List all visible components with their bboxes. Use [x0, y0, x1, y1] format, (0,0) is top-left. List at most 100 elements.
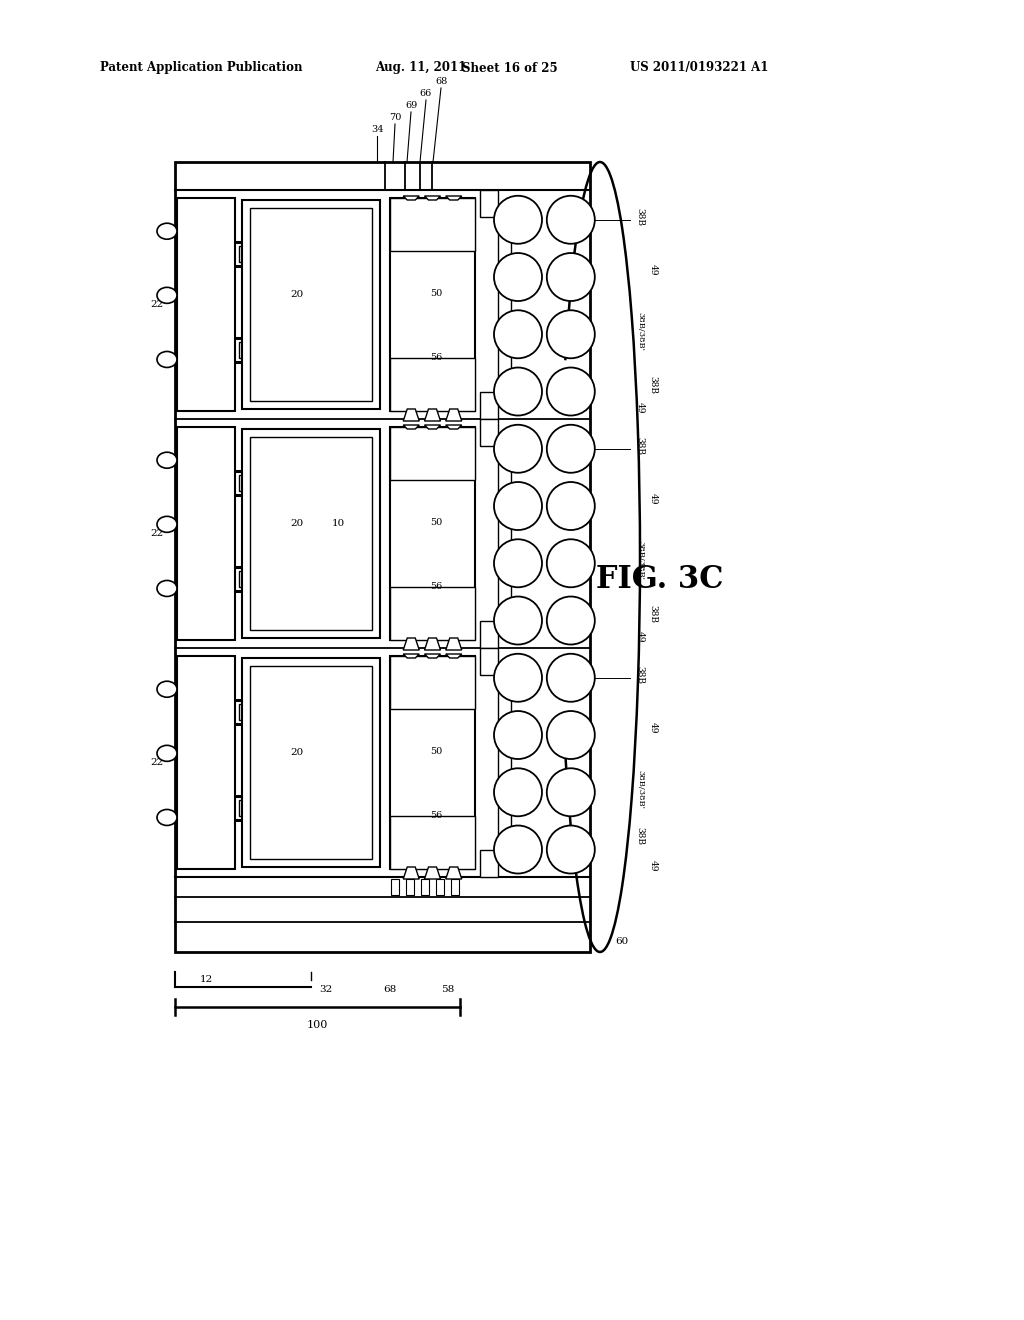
- Bar: [242, 657, 380, 867]
- Polygon shape: [445, 867, 462, 879]
- Polygon shape: [403, 653, 419, 657]
- Bar: [480, 190, 498, 218]
- Circle shape: [494, 825, 542, 874]
- Polygon shape: [425, 653, 440, 657]
- Circle shape: [494, 597, 542, 644]
- Text: 38B: 38B: [636, 667, 644, 685]
- Text: 34: 34: [371, 125, 383, 135]
- Text: 32: 32: [319, 986, 333, 994]
- Text: 49: 49: [636, 401, 644, 413]
- Circle shape: [547, 482, 595, 531]
- Text: 20: 20: [291, 747, 304, 756]
- Text: 38B: 38B: [636, 826, 644, 845]
- Text: Sheet 16 of 25: Sheet 16 of 25: [462, 62, 558, 74]
- Circle shape: [547, 367, 595, 416]
- Text: 50: 50: [431, 289, 442, 298]
- Circle shape: [547, 540, 595, 587]
- Polygon shape: [445, 425, 462, 429]
- Bar: [451, 879, 459, 895]
- Text: 60: 60: [615, 937, 629, 946]
- Bar: [250, 209, 372, 401]
- Text: 22: 22: [151, 300, 164, 309]
- Text: 70: 70: [389, 114, 401, 123]
- Text: 49: 49: [636, 631, 644, 643]
- Text: 38B: 38B: [648, 605, 657, 623]
- Bar: [239, 704, 259, 721]
- Bar: [239, 246, 259, 263]
- Text: 12: 12: [200, 975, 213, 985]
- Bar: [480, 648, 498, 676]
- Bar: [406, 879, 414, 895]
- Polygon shape: [425, 195, 440, 201]
- Polygon shape: [403, 867, 419, 879]
- Circle shape: [494, 310, 542, 358]
- Ellipse shape: [157, 516, 177, 532]
- Circle shape: [494, 425, 542, 473]
- Ellipse shape: [157, 681, 177, 697]
- Bar: [390, 426, 475, 640]
- Bar: [480, 392, 498, 418]
- Circle shape: [547, 195, 595, 244]
- Text: 20: 20: [291, 289, 304, 298]
- Polygon shape: [445, 409, 462, 421]
- Bar: [250, 437, 372, 630]
- Circle shape: [547, 825, 595, 874]
- Circle shape: [547, 653, 595, 702]
- Polygon shape: [445, 638, 462, 649]
- Polygon shape: [425, 638, 440, 649]
- Bar: [175, 162, 590, 952]
- Text: 100: 100: [307, 1020, 328, 1030]
- Text: 56: 56: [431, 354, 442, 362]
- Text: 56: 56: [431, 582, 442, 591]
- Text: US 2011/0193221 A1: US 2011/0193221 A1: [630, 62, 768, 74]
- Text: 56: 56: [431, 812, 442, 820]
- Circle shape: [547, 425, 595, 473]
- Bar: [239, 342, 259, 358]
- Bar: [390, 656, 475, 869]
- Circle shape: [494, 253, 542, 301]
- Text: 58: 58: [441, 986, 454, 994]
- Ellipse shape: [157, 746, 177, 762]
- Polygon shape: [425, 425, 440, 429]
- Bar: [390, 198, 475, 251]
- Bar: [242, 201, 380, 409]
- Polygon shape: [425, 409, 440, 421]
- Ellipse shape: [157, 288, 177, 304]
- Bar: [480, 418, 498, 446]
- Circle shape: [494, 653, 542, 702]
- Text: 66: 66: [420, 90, 432, 99]
- Bar: [250, 667, 372, 859]
- Bar: [436, 879, 444, 895]
- Circle shape: [547, 310, 595, 358]
- Bar: [390, 198, 475, 411]
- Text: 49: 49: [648, 494, 657, 504]
- Bar: [177, 198, 234, 411]
- Bar: [390, 816, 475, 869]
- Text: Patent Application Publication: Patent Application Publication: [100, 62, 302, 74]
- Bar: [498, 218, 511, 392]
- Ellipse shape: [157, 351, 177, 367]
- Text: 68: 68: [435, 78, 447, 87]
- Bar: [242, 429, 380, 638]
- Text: 22: 22: [151, 529, 164, 539]
- Ellipse shape: [157, 581, 177, 597]
- Polygon shape: [425, 867, 440, 879]
- Text: 50: 50: [431, 519, 442, 528]
- Bar: [239, 572, 259, 587]
- Text: 69: 69: [404, 102, 417, 111]
- Bar: [390, 426, 475, 480]
- Circle shape: [494, 367, 542, 416]
- Polygon shape: [403, 195, 419, 201]
- Circle shape: [547, 711, 595, 759]
- Circle shape: [547, 768, 595, 816]
- Polygon shape: [403, 425, 419, 429]
- Polygon shape: [445, 195, 462, 201]
- Polygon shape: [445, 653, 462, 657]
- Text: Aug. 11, 2011: Aug. 11, 2011: [375, 62, 466, 74]
- Text: 38B/38B': 38B/38B': [636, 771, 644, 809]
- Ellipse shape: [157, 809, 177, 825]
- Text: 68: 68: [383, 986, 396, 994]
- Text: 22: 22: [151, 758, 164, 767]
- Bar: [390, 587, 475, 640]
- Polygon shape: [403, 409, 419, 421]
